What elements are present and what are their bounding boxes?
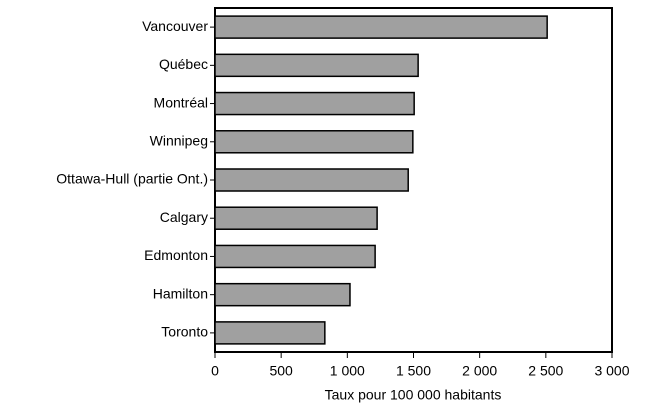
bar: [214, 168, 409, 192]
y-tick-label: Winnipeg: [150, 132, 208, 148]
y-tick-label: Québec: [159, 56, 208, 72]
y-tick-label: Toronto: [161, 324, 208, 340]
y-tick-label: Hamilton: [153, 285, 208, 301]
y-tick-label: Montréal: [154, 94, 208, 110]
bar: [214, 53, 419, 78]
x-tick-label: 1 000: [330, 363, 365, 379]
x-tick-label: 1 500: [396, 363, 431, 379]
y-tick-label: Calgary: [160, 209, 208, 225]
bar: [214, 206, 378, 230]
bar: [214, 282, 351, 307]
y-tick-label: Vancouver: [142, 18, 208, 34]
x-tick-label: 3 000: [594, 363, 629, 379]
bar: [214, 321, 326, 345]
y-tick-label: Ottawa-Hull (partie Ont.): [56, 171, 208, 187]
x-tick-label: 500: [269, 363, 293, 379]
x-tick-label: 0: [211, 363, 219, 379]
bar: [214, 244, 376, 269]
bar: [214, 91, 415, 116]
bar: [214, 15, 548, 39]
x-tick-label: 2 000: [462, 363, 497, 379]
x-axis-label: Taux pour 100 000 habitants: [325, 387, 502, 403]
x-tick-label: 2 500: [528, 363, 563, 379]
bar: [214, 130, 414, 154]
y-tick-label: Edmonton: [144, 247, 208, 263]
